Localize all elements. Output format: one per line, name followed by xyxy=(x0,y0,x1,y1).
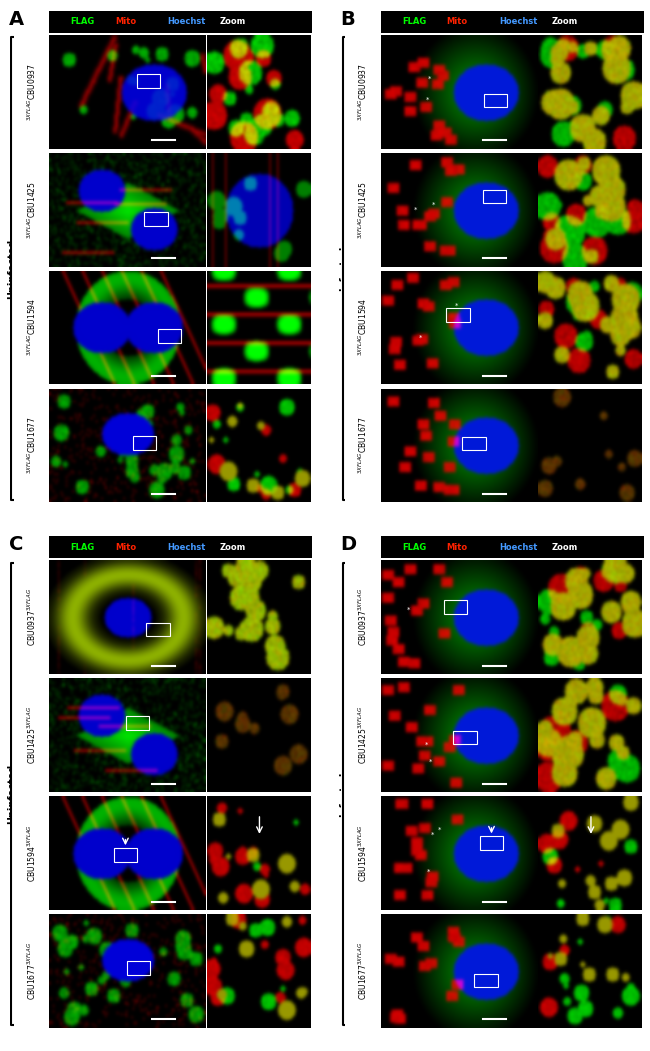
Text: CBU1425$^{3XFLAG}$: CBU1425$^{3XFLAG}$ xyxy=(357,706,369,764)
Text: $^{3XFLAG}$CBU1677: $^{3XFLAG}$CBU1677 xyxy=(25,416,38,474)
Text: CBU1594$^{3XFLAG}$: CBU1594$^{3XFLAG}$ xyxy=(25,824,38,882)
Text: FLAG: FLAG xyxy=(70,17,94,26)
Text: FLAG: FLAG xyxy=(70,542,94,552)
Text: $^{3XFLAG}$CBU0937: $^{3XFLAG}$CBU0937 xyxy=(357,63,369,121)
Text: Zoom: Zoom xyxy=(552,17,578,26)
Text: *: * xyxy=(437,826,441,832)
Text: $^{3XFLAG}$CBU0937: $^{3XFLAG}$CBU0937 xyxy=(25,63,38,121)
Bar xyxy=(474,974,498,987)
Text: CBU0937$^{3XFLAG}$: CBU0937$^{3XFLAG}$ xyxy=(357,589,369,646)
Bar xyxy=(462,436,486,450)
Text: *: * xyxy=(419,335,422,341)
Text: Mito: Mito xyxy=(447,542,467,552)
Bar xyxy=(133,436,156,450)
Bar xyxy=(125,717,149,730)
Text: Mito: Mito xyxy=(447,17,467,26)
Text: CBU1677$^{3XFLAG}$: CBU1677$^{3XFLAG}$ xyxy=(25,942,38,1001)
Text: Mito: Mito xyxy=(115,17,136,26)
Text: *: * xyxy=(427,869,430,875)
Text: *: * xyxy=(407,607,411,613)
Text: Hoechst: Hoechst xyxy=(499,542,538,552)
Text: *: * xyxy=(413,207,417,213)
Text: Infected: Infected xyxy=(339,771,349,817)
Text: Uninfected: Uninfected xyxy=(7,239,18,298)
Bar xyxy=(454,730,477,744)
Bar xyxy=(444,600,467,614)
Bar xyxy=(158,329,181,343)
Bar xyxy=(480,837,503,850)
Text: Zoom: Zoom xyxy=(220,17,246,26)
Text: $^{3XFLAG}$CBU1425: $^{3XFLAG}$CBU1425 xyxy=(25,181,38,239)
Bar xyxy=(146,623,170,637)
Bar xyxy=(484,94,508,107)
Text: *: * xyxy=(426,97,430,103)
Text: $^{3XFLAG}$CBU1594: $^{3XFLAG}$CBU1594 xyxy=(357,298,369,356)
Text: CBU0937$^{3XFLAG}$: CBU0937$^{3XFLAG}$ xyxy=(25,589,38,646)
Text: Zoom: Zoom xyxy=(220,542,246,552)
Text: CBU1677$^{3XFLAG}$: CBU1677$^{3XFLAG}$ xyxy=(357,942,369,1001)
Bar xyxy=(136,75,160,88)
Text: CBU1425$^{3XFLAG}$: CBU1425$^{3XFLAG}$ xyxy=(25,706,38,764)
Text: *: * xyxy=(429,759,432,765)
Text: C: C xyxy=(9,535,23,554)
Text: Hoechst: Hoechst xyxy=(499,17,538,26)
Text: Zoom: Zoom xyxy=(552,542,578,552)
Text: $^{3XFLAG}$CBU1677: $^{3XFLAG}$CBU1677 xyxy=(357,416,369,474)
Bar xyxy=(114,848,137,862)
Text: *: * xyxy=(454,303,458,309)
Text: Infected: Infected xyxy=(339,246,349,291)
Text: *: * xyxy=(424,742,428,747)
Text: FLAG: FLAG xyxy=(402,542,426,552)
Bar xyxy=(483,189,506,203)
Text: Hoechst: Hoechst xyxy=(168,17,206,26)
Text: B: B xyxy=(341,9,355,28)
Text: *: * xyxy=(431,832,434,839)
Text: A: A xyxy=(9,9,24,28)
Bar xyxy=(127,962,150,975)
Text: *: * xyxy=(432,202,435,208)
Text: $^{3XFLAG}$CBU1425: $^{3XFLAG}$CBU1425 xyxy=(357,181,369,239)
Text: D: D xyxy=(341,535,357,554)
Bar xyxy=(144,212,168,226)
Text: FLAG: FLAG xyxy=(402,17,426,26)
Text: *: * xyxy=(428,76,431,81)
Text: Mito: Mito xyxy=(115,542,136,552)
Bar xyxy=(447,308,470,322)
Text: $^{3XFLAG}$CBU1594: $^{3XFLAG}$CBU1594 xyxy=(25,298,38,356)
Text: Hoechst: Hoechst xyxy=(168,542,206,552)
Text: Uninfected: Uninfected xyxy=(7,764,18,824)
Text: CBU1594$^{3XFLAG}$: CBU1594$^{3XFLAG}$ xyxy=(357,824,369,882)
